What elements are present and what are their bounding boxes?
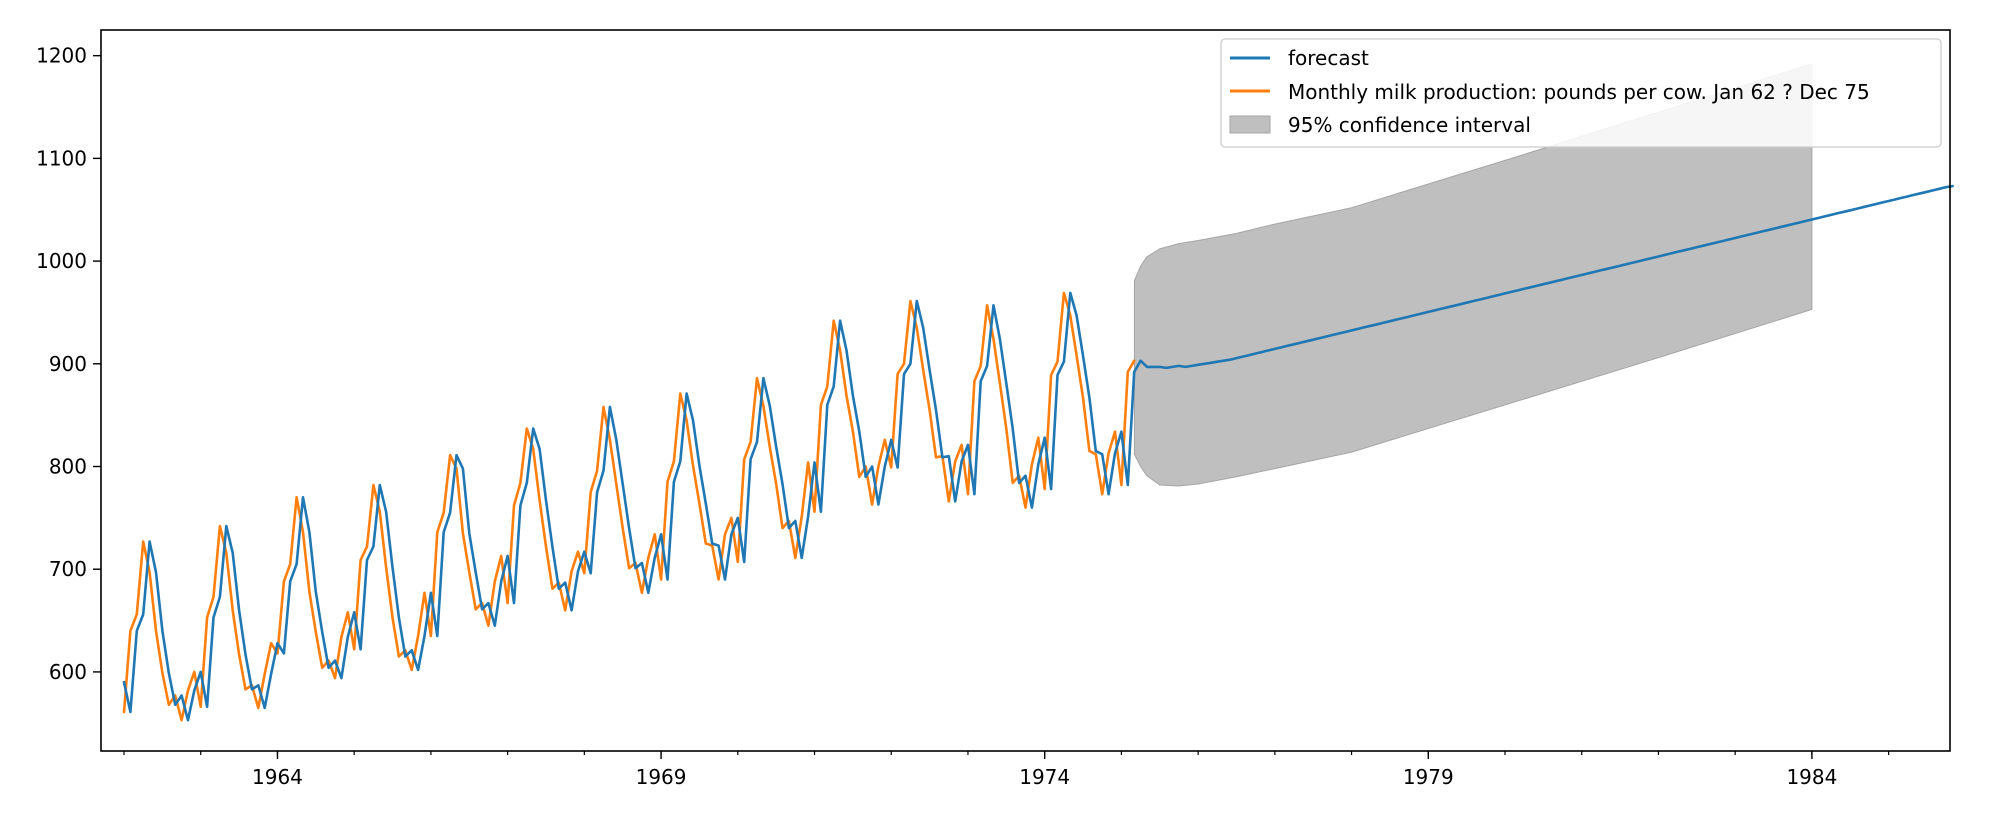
x-tick-label: 1964 — [252, 765, 303, 789]
forecast-line — [122, 184, 1954, 722]
legend-milk-label: Monthly milk production: pounds per cow.… — [1288, 80, 1870, 104]
y-axis: 600 700 800 900 1000 1100 1200 — [36, 44, 101, 684]
confidence-band — [1133, 63, 1813, 487]
plot-frame — [100, 29, 1951, 752]
y-tick-label: 700 — [49, 557, 87, 581]
y-tick-label: 900 — [49, 352, 87, 376]
y-tick-label: 1200 — [36, 44, 87, 68]
legend-ci-swatch — [1229, 115, 1271, 134]
legend: forecast Monthly milk production: pounds… — [1220, 38, 1942, 148]
legend-box — [1220, 38, 1942, 148]
legend-ci-label: 95% confidence interval — [1288, 113, 1531, 137]
y-tick-label: 1100 — [36, 146, 87, 170]
x-tick-label: 1984 — [1786, 765, 1837, 789]
x-tick-label: 1974 — [1019, 765, 1070, 789]
y-tick-label: 1000 — [36, 249, 87, 273]
x-tick-label: 1979 — [1403, 765, 1454, 789]
x-axis: 1964 1969 1974 1979 1984 — [123, 751, 1890, 789]
legend-forecast-label: forecast — [1288, 46, 1369, 70]
x-tick-label: 1969 — [636, 765, 687, 789]
milk-production-line — [122, 291, 1136, 722]
y-tick-label: 800 — [49, 455, 87, 479]
plot-area — [122, 63, 1954, 722]
y-tick-label: 600 — [49, 660, 87, 684]
